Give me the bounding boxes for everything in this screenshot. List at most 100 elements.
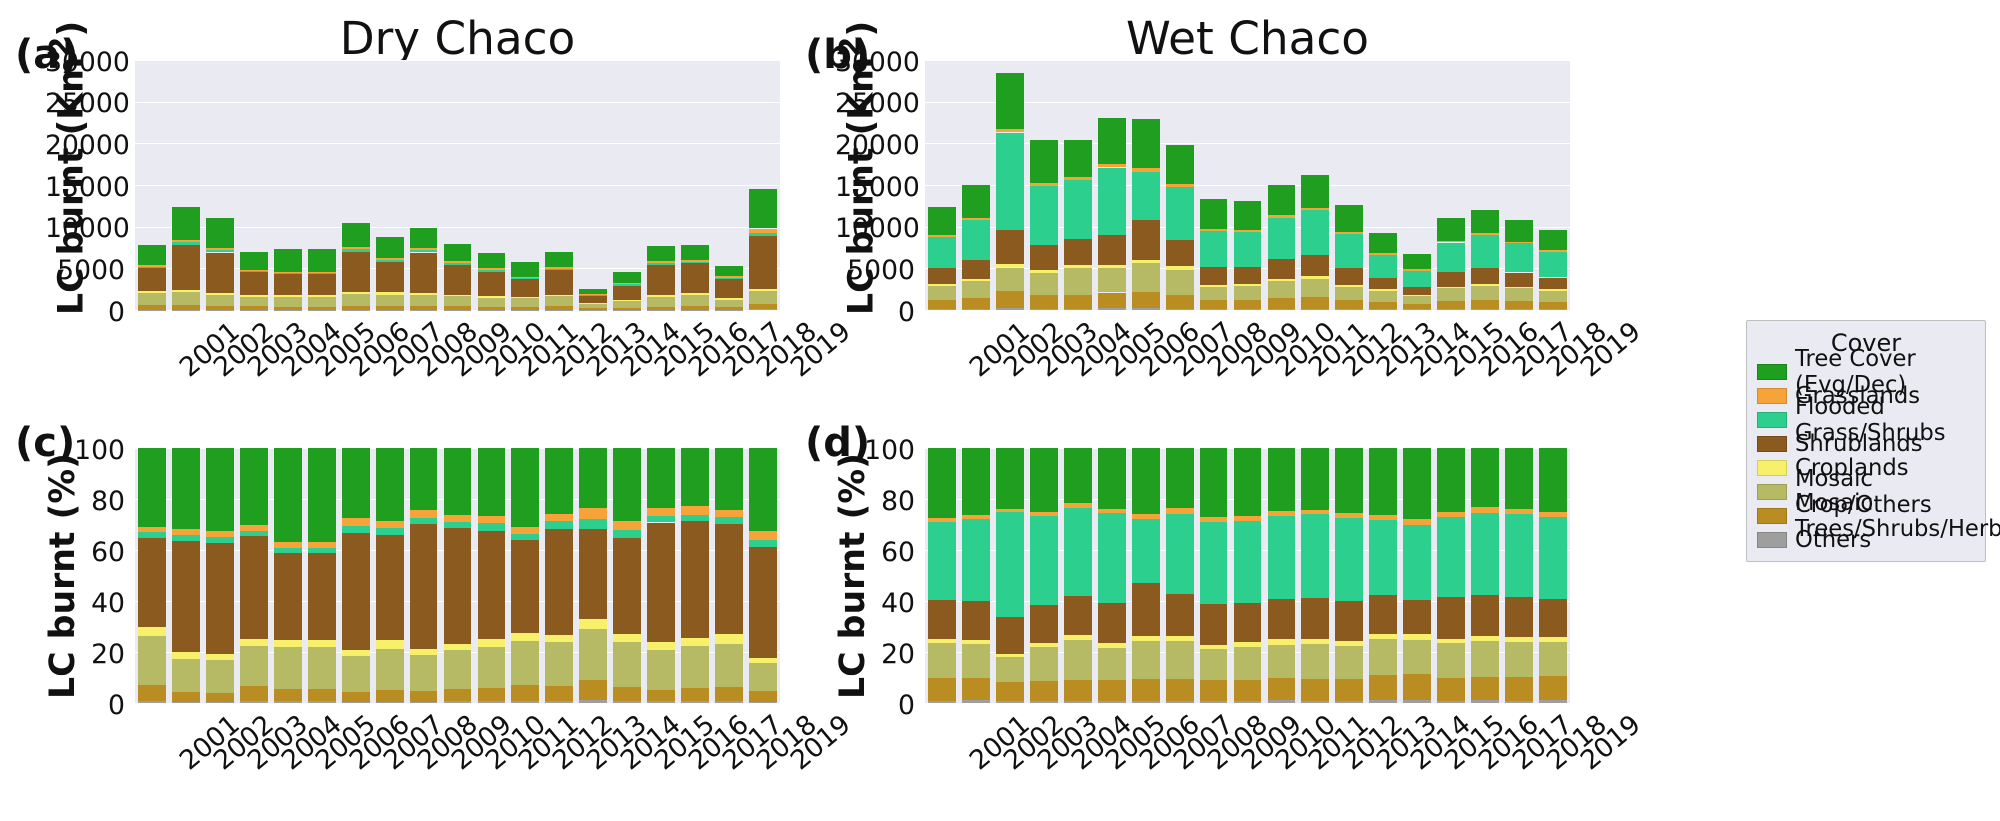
panel-c: [135, 448, 780, 703]
bar-grass: [1505, 242, 1533, 244]
bar-crop: [206, 654, 234, 660]
bar-mosaic_c: [511, 298, 539, 306]
bar-others: [1030, 309, 1058, 310]
bar-mosaic_c: [613, 301, 641, 308]
bar-mosaic_t: [342, 306, 370, 309]
bar-tree: [240, 252, 268, 270]
bar-crop: [1437, 639, 1465, 644]
bar-crop: [1064, 635, 1092, 639]
bar-grass: [1234, 230, 1262, 232]
bar-grass: [1098, 509, 1126, 513]
bar-tree: [1234, 201, 1262, 230]
bar-mosaic_c: [1200, 287, 1228, 300]
bar-tree: [478, 253, 506, 268]
bar-mosaic_t: [996, 682, 1024, 701]
bar-crop: [1268, 279, 1296, 282]
bar-crop: [274, 295, 302, 297]
bar-crop: [1437, 287, 1465, 289]
bar-tree: [1335, 205, 1363, 232]
bar-shrub: [1200, 604, 1228, 644]
gridline: [135, 143, 780, 144]
bar-others: [962, 309, 990, 310]
bar-flooded: [1064, 508, 1092, 597]
bar-mosaic_c: [1471, 641, 1499, 677]
bar-tree: [206, 218, 234, 248]
bar-tree: [647, 448, 675, 508]
bar-crop: [715, 298, 743, 300]
bar-flooded: [962, 220, 990, 260]
bar-mosaic_t: [1268, 678, 1296, 700]
bar-mosaic_t: [206, 306, 234, 309]
bar-grass: [274, 542, 302, 547]
bar-mosaic_c: [715, 644, 743, 687]
bar-others: [1132, 701, 1160, 703]
gridline: [925, 703, 1570, 704]
bar-mosaic_t: [478, 688, 506, 701]
bar-crop: [962, 279, 990, 281]
bar-shrub: [138, 538, 166, 627]
bar-mosaic_t: [1403, 304, 1431, 310]
bar-shrub: [1301, 255, 1329, 277]
bar-crop: [579, 303, 607, 304]
bar-crop: [1132, 636, 1160, 641]
bar-mosaic_t: [172, 692, 200, 702]
bar-mosaic_c: [996, 657, 1024, 682]
column-title-left: Dry Chaco: [135, 12, 780, 65]
bar-flooded: [1369, 520, 1397, 595]
bar-shrub: [1505, 597, 1533, 637]
bar-tree: [1098, 118, 1126, 164]
bar-shrub: [240, 536, 268, 639]
bar-mosaic_t: [962, 298, 990, 309]
bar-shrub: [1098, 603, 1126, 643]
bar-shrub: [1268, 599, 1296, 640]
bar-grass: [1098, 164, 1126, 167]
bar-mosaic_t: [240, 686, 268, 701]
bar-mosaic_c: [681, 646, 709, 688]
bar-grass: [749, 229, 777, 233]
bar-mosaic_c: [1064, 640, 1092, 680]
bar-grass: [1132, 514, 1160, 519]
bar-shrub: [715, 279, 743, 298]
bar-grass: [342, 518, 370, 525]
bar-others: [1234, 309, 1262, 310]
bar-shrub: [308, 553, 336, 640]
bar-tree: [172, 207, 200, 240]
bar-mosaic_c: [1335, 287, 1363, 300]
bar-crop: [1200, 645, 1228, 650]
bar-flooded: [444, 263, 472, 265]
bar-tree: [1268, 448, 1296, 511]
bar-grass: [478, 268, 506, 270]
bar-mosaic_t: [410, 691, 438, 701]
bar-flooded: [274, 548, 302, 553]
gridline: [135, 60, 780, 61]
bar-others: [1030, 701, 1058, 703]
bar-others: [1301, 309, 1329, 310]
bar-tree: [478, 448, 506, 516]
bar-mosaic_c: [444, 650, 472, 688]
bar-others: [1301, 701, 1329, 703]
bar-mosaic_c: [376, 295, 404, 307]
bar-mosaic_c: [206, 660, 234, 692]
bar-grass: [138, 265, 166, 266]
bar-tree: [996, 73, 1024, 130]
bar-others: [274, 701, 302, 703]
legend-label: Others: [1795, 527, 1871, 553]
bar-shrub: [444, 265, 472, 295]
bar-crop: [749, 658, 777, 663]
bar-mosaic_c: [1268, 645, 1296, 679]
bar-flooded: [410, 518, 438, 524]
legend-item-mosaic_t: Mosaic Trees/Shrubs/Herbs: [1757, 505, 1975, 527]
bar-grass: [172, 529, 200, 535]
bar-tree: [511, 448, 539, 527]
bar-crop: [376, 292, 404, 295]
bar-shrub: [1437, 597, 1465, 638]
bar-shrub: [444, 528, 472, 643]
bar-tree: [749, 448, 777, 531]
bar-crop: [1098, 265, 1126, 268]
bar-mosaic_t: [579, 680, 607, 700]
bar-flooded: [962, 519, 990, 601]
bar-mosaic_c: [1471, 286, 1499, 300]
bar-others: [996, 308, 1024, 310]
bar-tree: [1064, 140, 1092, 177]
bar-flooded: [138, 532, 166, 539]
